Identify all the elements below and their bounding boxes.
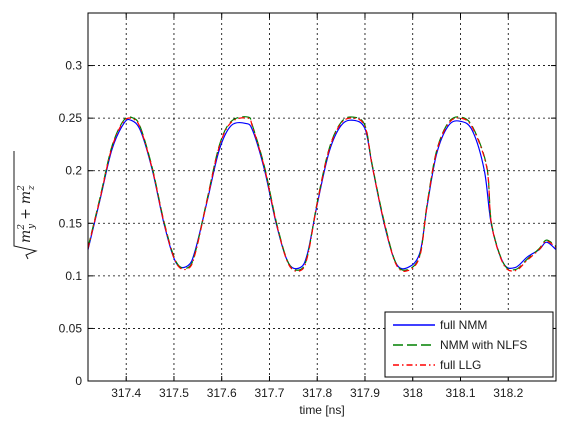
y-label-sub1: y [27,223,37,230]
series-line-3 [87,117,557,272]
y-label-m2: m [18,191,34,204]
x-tick-label: 317.6 [207,386,237,400]
sqrt-radical [13,151,38,260]
ticks [88,13,556,382]
y-label-sub2: z [27,185,37,191]
x-tick-label: 317.4 [111,386,141,400]
x-axis-label: time [ns] [299,403,344,417]
y-tick-labels: 0 0.05 0.1 0.15 0.2 0.25 0.3 [59,59,83,388]
legend-box [384,311,554,378]
x-tick-label: 318.1 [445,386,475,400]
y-tick-label: 0 [75,374,82,388]
y-tick-label: 0.3 [65,59,82,73]
y-tick-label: 0.25 [59,111,83,125]
y-tick-label: 0.05 [59,321,83,335]
x-tick-label: 317.9 [350,386,380,400]
y-tick-label: 0.1 [65,269,82,283]
y-label-plus: + [18,208,34,220]
y-axis-label: m2y+m2z [13,151,38,260]
legend-label: full NMM [440,318,487,332]
legend-label: NMM with NLFS [440,338,527,352]
x-tick-label: 318 [403,386,423,400]
y-tick-label: 0.15 [59,216,83,230]
x-tick-label: 318.2 [493,386,523,400]
y-axis-label-text: m2y+m2z [17,185,37,243]
legend: full NMM NMM with NLFS full LLG [384,311,554,378]
x-tick-label: 317.7 [254,386,284,400]
x-tick-labels: 317.4 317.5 317.6 317.7 317.8 317.9 318 318.1 31… [111,386,523,400]
y-label-sup1: 2 [17,224,27,231]
x-tick-label: 317.8 [302,386,332,400]
y-label-m1: m [18,230,34,243]
x-tick-label: 317.5 [159,386,189,400]
plot-frame [87,12,557,382]
y-tick-label: 0.2 [65,164,82,178]
series-layer [87,116,557,272]
legend-label: full LLG [440,358,481,372]
y-label-sup2: 2 [17,185,27,192]
series-line-2 [87,116,557,271]
